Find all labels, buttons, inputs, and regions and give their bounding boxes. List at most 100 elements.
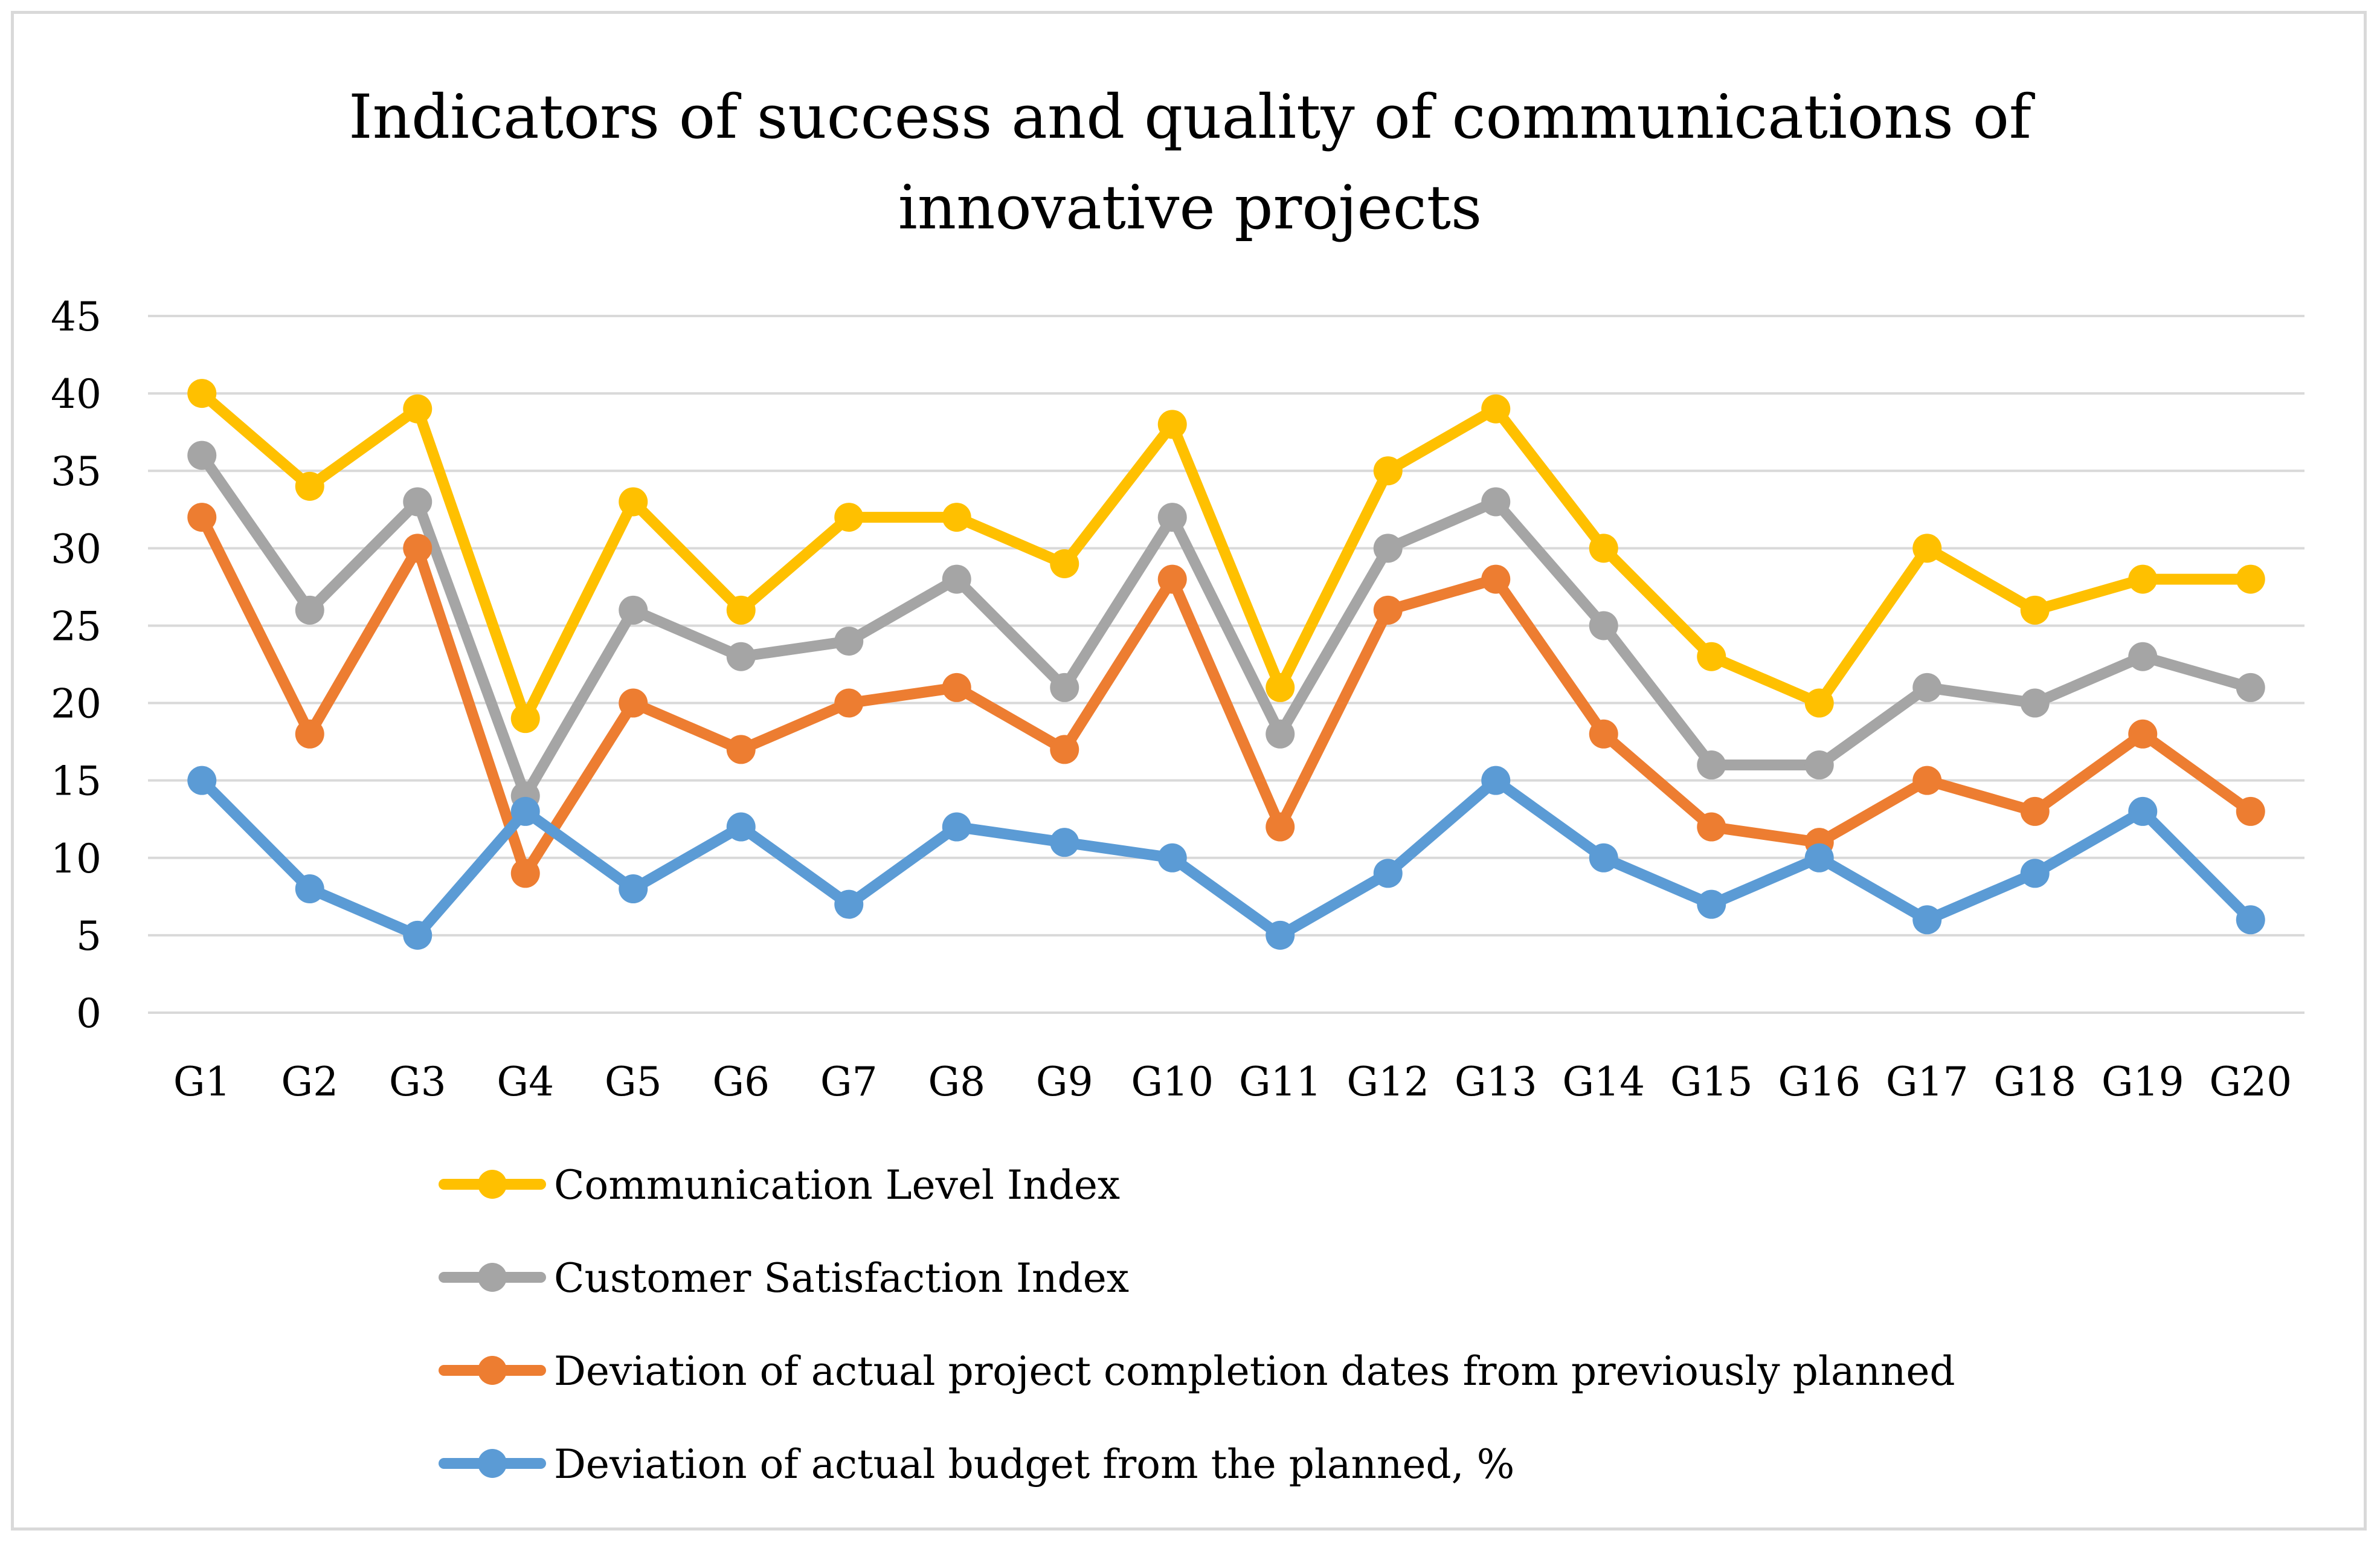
series-1 — [187, 379, 2265, 734]
data-point — [403, 534, 433, 563]
x-tick-label: G11 — [1239, 1059, 1322, 1105]
data-point — [2236, 796, 2265, 826]
data-point — [1804, 688, 1834, 718]
legend-item: Communication Level Index — [439, 1162, 1120, 1208]
data-point — [942, 673, 971, 702]
y-tick-label: 0 — [76, 990, 101, 1037]
series-lines — [187, 379, 2265, 950]
data-point — [2020, 796, 2050, 826]
data-point — [942, 503, 971, 532]
data-point — [1912, 534, 1942, 563]
data-point — [1697, 812, 1726, 842]
data-point — [834, 627, 864, 656]
x-tick-label: G9 — [1036, 1059, 1093, 1105]
data-point — [942, 564, 971, 594]
data-point — [1266, 920, 1295, 950]
chart-title-line-1: Indicators of success and quality of com… — [349, 82, 2036, 152]
data-point — [2128, 719, 2158, 749]
data-point — [187, 503, 217, 532]
data-point — [403, 920, 433, 950]
series-line — [196, 450, 2256, 802]
y-tick-label: 25 — [51, 603, 101, 650]
legend-key-marker — [478, 1170, 507, 1199]
data-point — [1050, 673, 1079, 702]
data-point — [187, 766, 217, 795]
x-tick-label: G10 — [1131, 1059, 1214, 1105]
x-axis-tick-labels: G1 G2 G3 G4 G5 G6 G7 G8 G9 G10 G11 G12 G13 G14 G15 G16 G… — [173, 1059, 2292, 1105]
data-point — [2236, 564, 2265, 594]
chart-title-line-2: innovative projects — [898, 172, 1482, 243]
series-line — [196, 512, 2256, 879]
y-tick-label: 40 — [51, 371, 101, 418]
y-tick-label: 20 — [51, 681, 101, 727]
x-tick-label: G5 — [605, 1059, 662, 1105]
data-point — [1157, 410, 1187, 439]
data-point — [2128, 564, 2158, 594]
legend-key-marker — [478, 1449, 507, 1478]
legend-label: Deviation of actual project completion d… — [554, 1348, 1955, 1395]
data-point — [1266, 719, 1295, 749]
data-point — [1050, 549, 1079, 578]
y-tick-label: 35 — [51, 448, 101, 495]
data-point — [1157, 843, 1187, 872]
series-3 — [187, 503, 2265, 888]
data-point — [1157, 564, 1187, 594]
data-point — [2236, 905, 2265, 935]
legend-item: Customer Satisfaction Index — [439, 1255, 1129, 1301]
data-point — [187, 440, 217, 470]
x-tick-label: G17 — [1886, 1059, 1969, 1105]
data-point — [295, 471, 324, 501]
data-point — [1266, 812, 1295, 842]
data-point — [1804, 843, 1834, 872]
data-point — [1481, 766, 1511, 795]
series-2 — [187, 440, 2265, 811]
data-point — [403, 394, 433, 424]
legend-label: Customer Satisfaction Index — [554, 1255, 1129, 1301]
chart-frame — [11, 11, 2367, 1530]
x-tick-label: G19 — [2102, 1059, 2184, 1105]
x-tick-label: G14 — [1562, 1059, 1645, 1105]
legend-key-marker — [478, 1356, 507, 1385]
data-point — [1481, 394, 1511, 424]
legend: Communication Level Index Customer Satisf… — [439, 1162, 1955, 1488]
data-point — [726, 595, 756, 625]
y-axis-tick-labels: 0 5 10 15 20 25 30 35 40 45 — [51, 294, 101, 1037]
y-tick-label: 30 — [51, 526, 101, 572]
data-point — [1157, 503, 1187, 532]
data-point — [2128, 642, 2158, 671]
series-4 — [187, 766, 2265, 950]
data-point — [1589, 843, 1618, 872]
y-tick-label: 15 — [51, 758, 101, 805]
series-line — [196, 775, 2256, 941]
data-point — [619, 595, 648, 625]
data-point — [403, 487, 433, 517]
y-tick-label: 5 — [76, 913, 101, 960]
data-point — [2020, 859, 2050, 888]
data-point — [1266, 673, 1295, 702]
x-tick-label: G12 — [1346, 1059, 1429, 1105]
data-point — [1373, 595, 1403, 625]
data-point — [1912, 766, 1942, 795]
data-point — [1912, 905, 1942, 935]
x-tick-label: G3 — [389, 1059, 446, 1105]
data-point — [1481, 487, 1511, 517]
data-point — [834, 889, 864, 919]
data-point — [1481, 564, 1511, 594]
data-point — [1804, 750, 1834, 780]
data-point — [295, 874, 324, 904]
x-tick-label: G20 — [2209, 1059, 2292, 1105]
y-tick-label: 45 — [51, 294, 101, 340]
data-point — [187, 379, 217, 408]
data-point — [510, 859, 540, 888]
data-point — [834, 688, 864, 718]
data-point — [1697, 642, 1726, 671]
gridlines — [148, 315, 2304, 1014]
legend-label: Deviation of actual budget from the plan… — [554, 1441, 1514, 1488]
data-point — [1589, 534, 1618, 563]
data-point — [2020, 688, 2050, 718]
data-point — [1373, 534, 1403, 563]
y-tick-label: 10 — [51, 836, 101, 882]
x-tick-label: G7 — [820, 1059, 878, 1105]
x-tick-label: G16 — [1778, 1059, 1861, 1105]
legend-key-marker — [478, 1263, 507, 1292]
